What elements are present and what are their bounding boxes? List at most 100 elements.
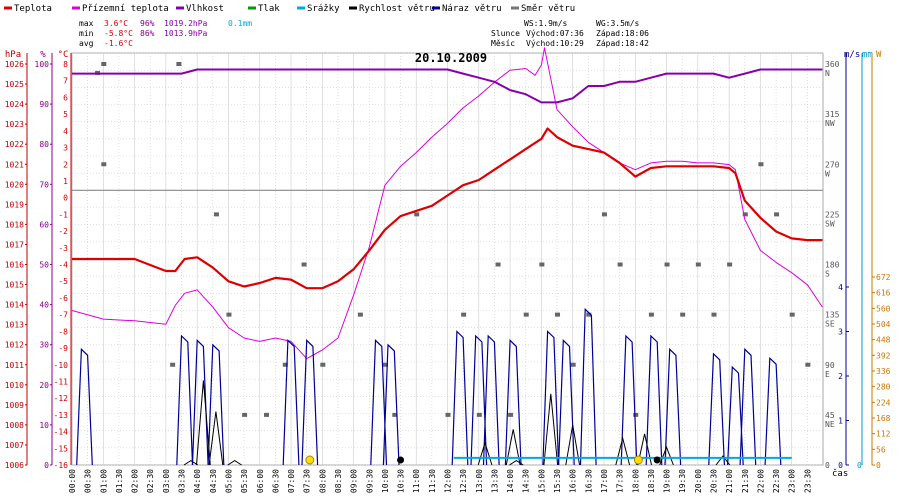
wind-tick-label: 2 — [838, 372, 843, 381]
wind-speed-mark — [227, 460, 242, 466]
temperature-line — [72, 127, 823, 290]
direction-name-label: E — [825, 370, 830, 379]
wind-direction-mark — [495, 262, 501, 267]
wind-direction-mark — [617, 262, 623, 267]
x-tick-label: 10:00 — [381, 469, 390, 493]
temp-tick-label: -2 — [58, 227, 68, 236]
wind-gust-mark — [708, 352, 725, 466]
moonrise-marker — [397, 456, 405, 464]
wind-direction-mark — [711, 312, 717, 317]
x-tick-label: 12:00 — [444, 469, 453, 493]
wind-gust-mark — [482, 334, 500, 466]
direction-tick-label: 270 — [825, 160, 840, 169]
wind-gust-mark — [579, 307, 597, 466]
temp-tick-label: 7 — [63, 77, 68, 86]
wind-speed-mark — [659, 445, 674, 466]
x-tick-label: 15:00 — [537, 469, 546, 493]
x-tick-label: 18:30 — [647, 469, 656, 493]
wind-gust-mark — [301, 339, 319, 466]
stats-max-temp: 3.6°C — [104, 19, 128, 28]
pct-axis-label: % — [40, 50, 46, 60]
wind-direction-mark — [101, 62, 107, 66]
temp-tick-label: 8 — [63, 60, 68, 69]
sunset-marker — [633, 455, 643, 465]
wind-gust-mark — [176, 334, 194, 466]
direction-name-label: W — [825, 169, 830, 178]
wind-tick-label: 4 — [838, 283, 843, 292]
wind-direction-mark — [213, 212, 219, 217]
pct-tick-label: 20 — [39, 381, 49, 390]
temp-tick-label: -15 — [54, 444, 69, 453]
x-tick-label: 21:30 — [741, 469, 750, 493]
temp-tick-label: -12 — [54, 394, 69, 403]
wind-gust-mark — [470, 334, 488, 466]
wind-direction-mark — [382, 362, 388, 367]
hpa-tick-label: 1007 — [5, 441, 24, 450]
direction-tick-label: 315 — [825, 110, 840, 119]
wind-direction-mark — [601, 212, 607, 217]
wind-speed-mark — [565, 424, 581, 466]
stats-max-humidity: 96% — [140, 19, 155, 28]
temp-tick-label: -9 — [58, 344, 68, 353]
wind-direction-mark — [242, 412, 248, 417]
stats-min-label: min — [79, 29, 94, 38]
moon-set: Západ:18:42 — [596, 39, 649, 48]
wind-speed-mark — [509, 460, 524, 466]
temp-tick-label: 1 — [63, 177, 68, 186]
wind-direction-mark — [301, 262, 307, 267]
wind-speed-mark — [208, 411, 224, 466]
x-tick-label: 09:30 — [365, 469, 374, 493]
x-tick-label: 07:00 — [287, 469, 296, 493]
stats-min-humidity: 86% — [140, 29, 155, 38]
x-axis-label: čas — [832, 468, 848, 479]
wind-direction-mark — [392, 412, 398, 417]
moon-rise: Východ:10:29 — [526, 39, 584, 48]
wind-direction-mark — [445, 412, 451, 417]
moonset-marker — [653, 456, 661, 464]
wind-direction-mark — [555, 312, 561, 317]
x-tick-label: 10:30 — [397, 469, 406, 493]
stats-max-pressure: 1019.2hPa — [164, 19, 208, 28]
x-tick-label: 06:00 — [256, 469, 265, 493]
x-tick-label: 03:00 — [162, 469, 171, 493]
direction-name-label: NW — [825, 119, 835, 128]
legend-label: Teplota — [14, 4, 52, 14]
wind-direction-mark — [648, 312, 654, 317]
legend-label: Směr větru — [521, 4, 575, 14]
sun-set: Západ:18:06 — [596, 29, 649, 38]
temp-tick-label: -4 — [58, 261, 68, 270]
x-tick-label: 02:00 — [131, 469, 140, 493]
wind-speed-mark — [183, 460, 199, 466]
pct-tick-label: 50 — [39, 261, 49, 270]
wind-speed-mark — [196, 380, 211, 466]
x-tick-label: 00:00 — [68, 469, 77, 493]
x-tick-label: 19:00 — [663, 469, 672, 493]
sunrise-marker — [305, 455, 315, 465]
w-tick-label: 224 — [876, 398, 891, 407]
wind-direction-mark — [461, 312, 467, 317]
direction-tick-label: 225 — [825, 210, 840, 219]
x-tick-label: 16:00 — [569, 469, 578, 493]
wind-direction-mark — [523, 312, 529, 317]
pct-tick-label: 60 — [39, 220, 49, 229]
wind-direction-mark — [264, 412, 270, 417]
wind-gust-mark — [542, 330, 560, 466]
wind-gust-mark — [451, 330, 469, 466]
stats-avg-label: avg — [79, 39, 94, 48]
temp-tick-label: -5 — [58, 277, 68, 286]
direction-tick-label: 0 — [825, 461, 830, 470]
hpa-tick-label: 1010 — [5, 381, 24, 390]
hpa-axis-label: hPa — [5, 50, 21, 60]
legend-bar — [0, 0, 900, 16]
wind-gust-mark — [370, 339, 388, 466]
hpa-tick-label: 1021 — [5, 160, 24, 169]
wind-gust-mark — [764, 356, 782, 466]
x-tick-label: 20:00 — [694, 469, 703, 493]
wind-direction-mark — [476, 412, 482, 417]
wind-direction-mark — [176, 62, 182, 66]
x-tick-label: 13:00 — [475, 469, 484, 493]
x-tick-label: 08:30 — [334, 469, 343, 493]
hpa-tick-label: 1011 — [5, 361, 24, 370]
pct-tick-label: 30 — [39, 341, 49, 350]
